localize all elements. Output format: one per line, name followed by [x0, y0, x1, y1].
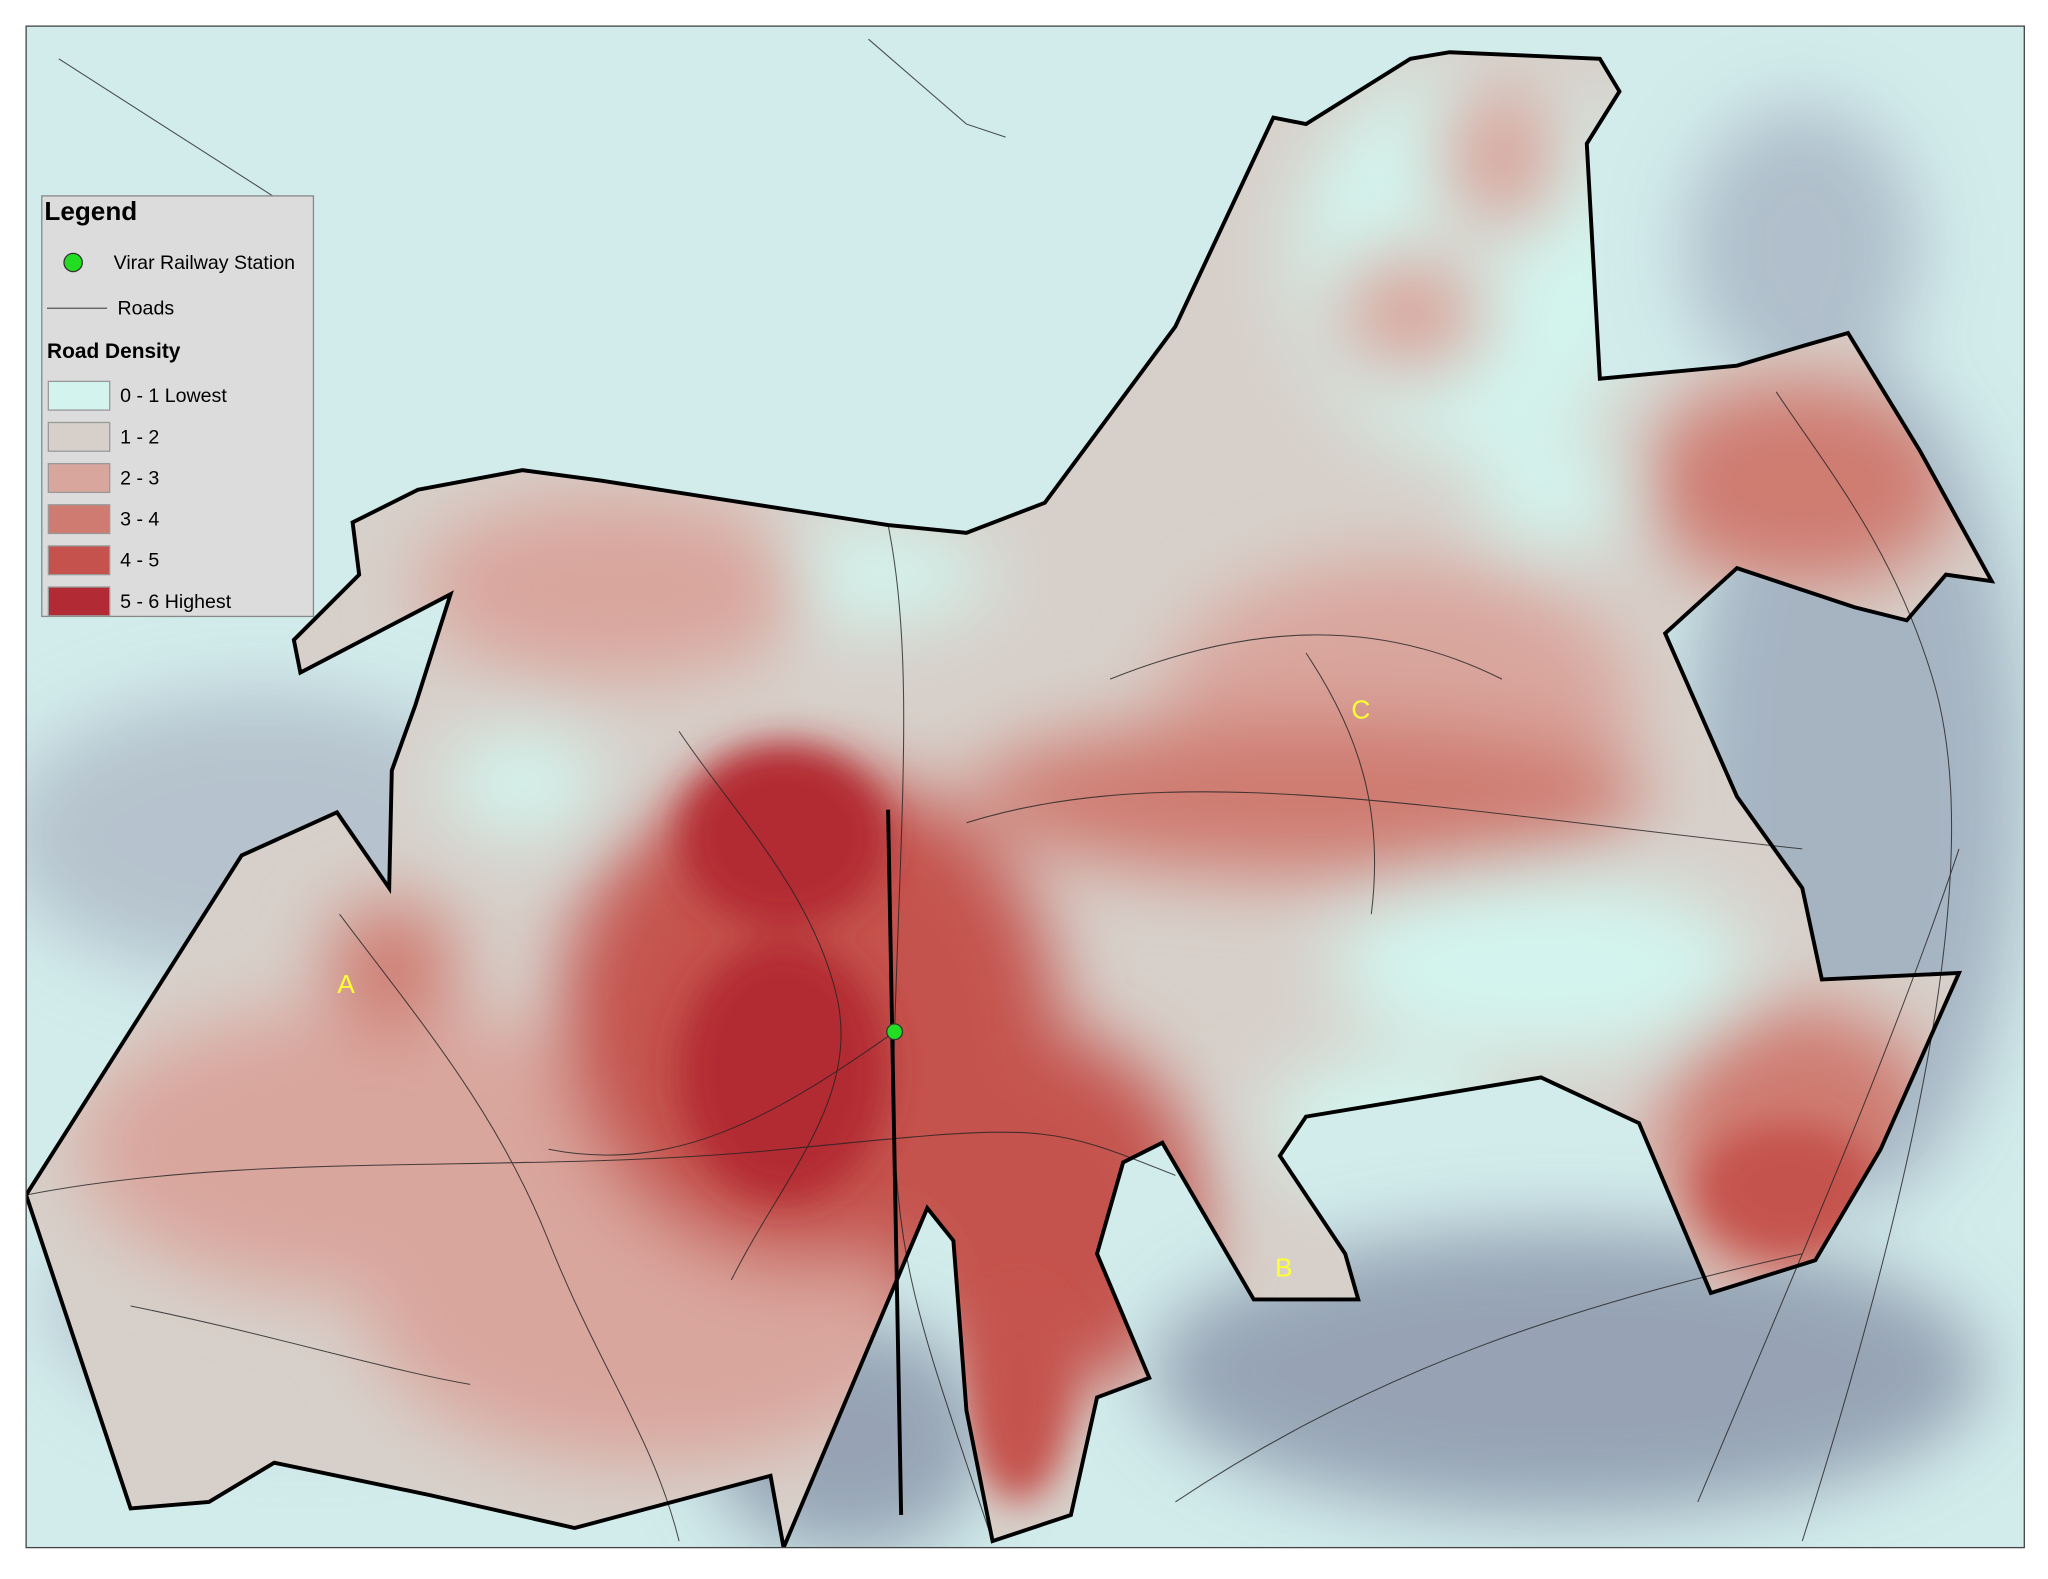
zone-label: A: [337, 969, 355, 999]
roads: [26, 38, 1960, 1542]
legend-swatch: [47, 462, 111, 494]
legend-label: Virar Railway Station: [114, 252, 295, 274]
legend-label: 0 - 1 Lowest: [120, 385, 227, 407]
zone-label: B: [1275, 1252, 1292, 1282]
map-frame: [26, 26, 2025, 1548]
map-body: A B C Legend Road Density Virar Railway …: [25, 25, 2025, 1549]
legend-label: 1 - 2: [120, 426, 159, 448]
legend-swatch: [47, 380, 111, 411]
legend-swatch: [47, 545, 111, 576]
legend-subtitle: Road Density: [47, 340, 181, 363]
ward-line: [886, 809, 904, 1515]
station: [886, 1023, 904, 1041]
legend-label: 2 - 3: [120, 467, 159, 489]
zone-label: C: [1351, 695, 1370, 725]
legend-swatch: [47, 421, 111, 452]
legend-swatch: [47, 586, 111, 617]
legend-label: 3 - 4: [120, 509, 159, 531]
legend-station-symbol: [63, 252, 83, 273]
legend-swatch: [47, 504, 111, 535]
legend-label: 5 - 6 Highest: [120, 591, 232, 613]
frame-border: [25, 25, 2025, 1549]
legend-label: Roads: [118, 298, 175, 320]
legend: Legend Road Density Virar Railway Statio…: [41, 195, 315, 618]
legend-title: Legend: [44, 196, 137, 226]
legend-label: 4 - 5: [120, 550, 159, 572]
